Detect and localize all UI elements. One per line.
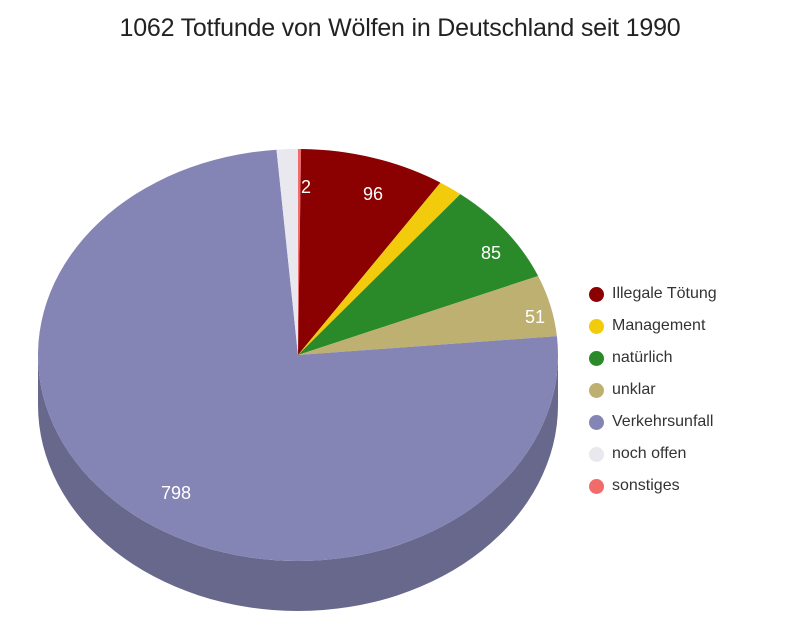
legend-label: sonstiges [612,477,680,494]
legend-label: noch offen [612,445,687,462]
pie-slice-verkehrsunfall[interactable] [38,149,559,562]
legend-item-verkehrsunfall[interactable]: Verkehrsunfall [589,406,717,438]
pie-slice-management[interactable] [298,182,461,355]
legend-marker-icon [589,478,604,494]
pie-side-wall [38,355,558,611]
legend-marker-icon [589,350,604,366]
pie-slice-illegale-t-tung[interactable] [298,149,441,355]
legend-item-illegale-toetung[interactable]: Illegale Tötung [589,278,717,310]
legend-marker-icon [589,382,604,398]
slice-value-label: 96 [363,184,383,204]
legend-label: Management [612,317,706,334]
pie-slice-sonstiges[interactable] [298,149,302,355]
slice-value-label: 2 [301,177,311,197]
legend-label: Illegale Tötung [612,285,717,302]
slice-value-label: 798 [161,483,191,503]
legend-marker-icon [589,286,604,302]
pie-slice-noch-offen[interactable] [276,149,298,355]
legend-item-natuerlich[interactable]: natürlich [589,342,717,374]
chart-title: 1062 Totfunde von Wölfen in Deutschland … [119,14,681,42]
pie-slice-unklar[interactable] [298,276,557,355]
legend-label: Verkehrsunfall [612,413,714,430]
legend-marker-icon [589,414,604,430]
legend-item-unklar[interactable]: unklar [589,374,717,406]
legend: Illegale Tötung Management natürlich unk… [589,278,717,502]
legend-label: unklar [612,381,656,398]
slice-value-label: 85 [481,243,501,263]
pie-slice-nat-rlich[interactable] [298,194,539,355]
legend-item-sonstiges[interactable]: sonstiges [589,470,717,502]
legend-marker-icon [589,446,604,462]
legend-item-noch-offen[interactable]: noch offen [589,438,717,470]
slice-value-label: 51 [525,307,545,327]
legend-label: natürlich [612,349,673,366]
legend-item-management[interactable]: Management [589,310,717,342]
legend-marker-icon [589,318,604,334]
